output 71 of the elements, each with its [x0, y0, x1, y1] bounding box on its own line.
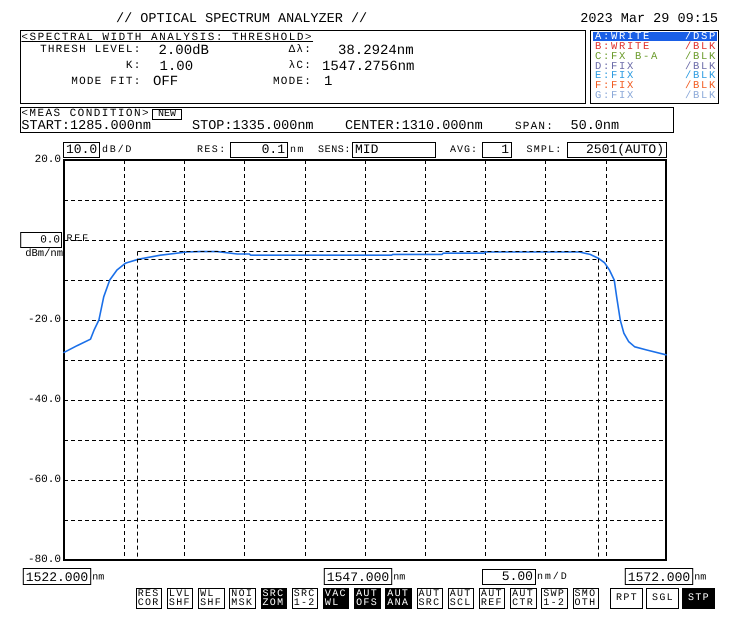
y-tick-label: -80.0 — [28, 554, 61, 566]
text: START:1285.000nm — [21, 118, 152, 134]
text: C:FX B-A — [595, 50, 660, 63]
text: E:FIX — [595, 70, 636, 82]
value-field: 10.0 — [63, 142, 100, 158]
y-axis-title: dBm/nm — [25, 248, 63, 260]
softkey-button: VAC WL — [322, 588, 350, 609]
text: STOP:1335.000nm — [192, 118, 314, 134]
softkey-button: NOI MSK — [229, 588, 256, 609]
y-tick-label: 0.0 — [40, 234, 60, 246]
value-field: 1 — [482, 142, 512, 158]
text: G:FIX — [595, 90, 636, 102]
text: MODE: — [272, 76, 312, 88]
softkey-button: STP — [682, 588, 715, 609]
text: <SPECTRAL WIDTH ANALYSIS: THRESHOLD> — [21, 32, 314, 44]
x-tick-label: 1572.000 nm — [628, 570, 706, 585]
text: SMPL: — [526, 144, 563, 156]
softkey-button: SGL — [646, 588, 679, 609]
text: RES: — [197, 144, 227, 156]
text: OFF — [153, 74, 178, 90]
text: /BLK — [684, 50, 717, 63]
text: K: — [126, 60, 142, 72]
y-tick-label: -60.0 — [28, 474, 61, 486]
text: λC: — [288, 60, 312, 72]
text: B:WRITE — [595, 40, 652, 53]
text: nm/D — [537, 572, 569, 583]
y-tick-label: -40.0 — [28, 394, 61, 406]
text: CENTER:1310.000nm — [345, 118, 483, 134]
softkey-button: SWP 1-2 — [541, 588, 568, 609]
value-field: 0.1 — [230, 142, 288, 158]
chart-title: // OPTICAL SPECTRUM ANALYZER // — [116, 12, 368, 26]
y-tick-label: -20.0 — [28, 314, 61, 326]
softkey-button: RES COR — [136, 588, 162, 609]
text: 2023 Mar 29 09:15 — [580, 12, 718, 26]
text: 2.00dB — [158, 42, 209, 58]
text: D:FIX — [595, 60, 636, 72]
text: MODE FIT: — [71, 76, 142, 88]
softkey-button: SMO OTH — [572, 588, 599, 609]
text: 50.0nm — [570, 118, 620, 134]
softkey-button: LVL SHF — [166, 588, 194, 609]
text: THRESH LEVEL: — [40, 44, 142, 56]
softkey-button: RPT — [610, 588, 643, 609]
y-tick-label: 20.0 — [34, 154, 61, 166]
value-field: MID — [352, 142, 436, 158]
text: 1.00 — [160, 58, 194, 74]
softkey-button: AUT OFS — [354, 588, 381, 609]
text: 38.2924nm — [338, 42, 414, 58]
text: A:WRITE — [595, 30, 652, 43]
softkey-button: AUT SCL — [448, 588, 474, 609]
softkey-button: AUT CTR — [510, 588, 537, 609]
softkey-button: AUT REF — [478, 588, 506, 609]
x-tick-label: 1547.000 nm — [326, 570, 406, 585]
softkey-button: SRC ZOM — [260, 588, 287, 609]
softkey-button: WL SHF — [198, 588, 225, 609]
text: AVG: — [450, 144, 478, 156]
text: 1547.2756nm — [322, 58, 414, 74]
x-tick-label: 1522.000 nm — [26, 570, 104, 585]
softkey-button: AUT SRC — [416, 588, 443, 609]
text: F:FIX — [595, 80, 636, 92]
text: 1 — [324, 74, 332, 90]
value-field: 2501(AUTO) — [567, 142, 667, 158]
text: SPAN: — [515, 120, 554, 132]
softkey-button: SRC 1-2 — [292, 588, 318, 609]
text: Δλ: — [288, 44, 312, 56]
text: dB/D — [102, 144, 134, 156]
text: nm — [290, 144, 305, 156]
text: /BLK — [684, 90, 717, 102]
text: SENS: — [318, 144, 352, 156]
value-field: 5.00 — [482, 569, 536, 585]
softkey-button: AUT ANA — [385, 588, 412, 609]
text: <MEAS CONDITION> — [21, 108, 150, 120]
